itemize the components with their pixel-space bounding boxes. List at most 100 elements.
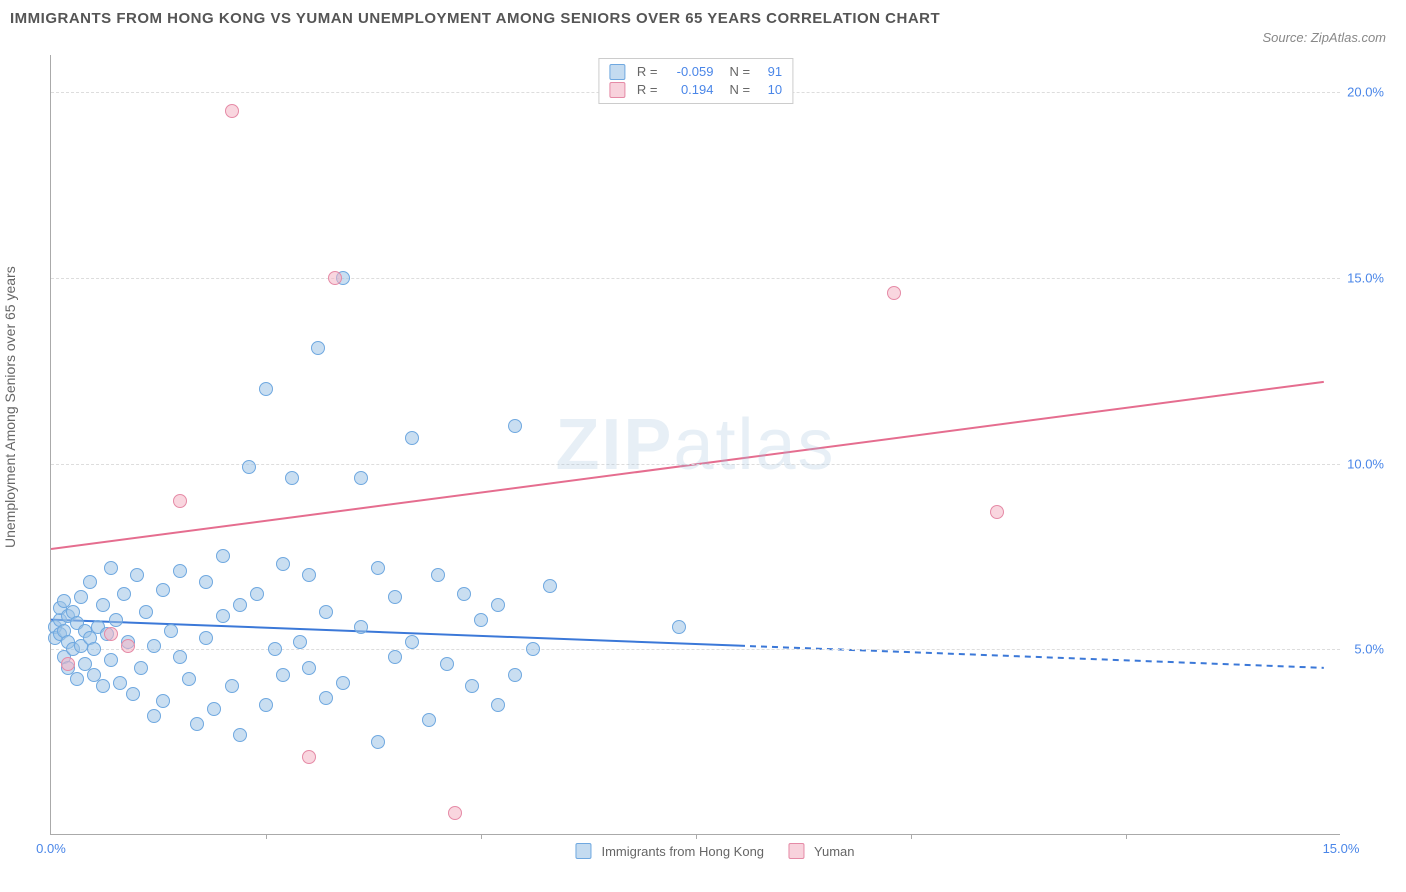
data-point-pink bbox=[121, 639, 135, 653]
data-point-blue bbox=[354, 471, 368, 485]
legend-item-pink: Yuman bbox=[788, 843, 854, 859]
legend-label-pink: Yuman bbox=[814, 844, 854, 859]
x-tick-mark bbox=[1126, 834, 1127, 839]
data-point-blue bbox=[109, 613, 123, 627]
r-value-blue: -0.059 bbox=[666, 63, 714, 81]
data-point-blue bbox=[259, 382, 273, 396]
data-point-blue bbox=[508, 668, 522, 682]
legend-item-blue: Immigrants from Hong Kong bbox=[575, 843, 764, 859]
legend-label-blue: Immigrants from Hong Kong bbox=[601, 844, 764, 859]
n-value-blue: 91 bbox=[758, 63, 782, 81]
source-label: Source: ZipAtlas.com bbox=[1262, 30, 1386, 45]
data-point-blue bbox=[508, 419, 522, 433]
chart-area: ZIPatlas R = -0.059 N = 91 R = 0.194 N =… bbox=[50, 55, 1380, 835]
y-tick-label: 10.0% bbox=[1347, 456, 1384, 471]
swatch-pink-icon bbox=[788, 843, 804, 859]
data-point-blue bbox=[96, 679, 110, 693]
y-axis-label: Unemployment Among Seniors over 65 years bbox=[2, 266, 18, 548]
data-point-blue bbox=[139, 605, 153, 619]
data-point-blue bbox=[207, 702, 221, 716]
data-point-pink bbox=[990, 505, 1004, 519]
data-point-blue bbox=[465, 679, 479, 693]
gridline bbox=[51, 278, 1340, 279]
n-value-pink: 10 bbox=[758, 81, 782, 99]
data-point-blue bbox=[491, 598, 505, 612]
swatch-blue-icon bbox=[575, 843, 591, 859]
data-point-blue bbox=[199, 575, 213, 589]
data-point-blue bbox=[70, 672, 84, 686]
plot-region: ZIPatlas R = -0.059 N = 91 R = 0.194 N =… bbox=[50, 55, 1340, 835]
data-point-blue bbox=[405, 431, 419, 445]
data-point-pink bbox=[448, 806, 462, 820]
data-point-blue bbox=[225, 679, 239, 693]
y-tick-label: 20.0% bbox=[1347, 85, 1384, 100]
r-value-pink: 0.194 bbox=[666, 81, 714, 99]
r-label: R = bbox=[637, 63, 658, 81]
data-point-blue bbox=[173, 650, 187, 664]
data-point-blue bbox=[491, 698, 505, 712]
data-point-blue bbox=[199, 631, 213, 645]
data-point-pink bbox=[302, 750, 316, 764]
data-point-blue bbox=[250, 587, 264, 601]
data-point-blue bbox=[233, 598, 247, 612]
x-tick-mark bbox=[911, 834, 912, 839]
data-point-blue bbox=[268, 642, 282, 656]
data-point-blue bbox=[156, 583, 170, 597]
data-point-blue bbox=[354, 620, 368, 634]
data-point-blue bbox=[302, 661, 316, 675]
data-point-pink bbox=[328, 271, 342, 285]
data-point-blue bbox=[74, 590, 88, 604]
x-tick-mark bbox=[696, 834, 697, 839]
data-point-blue bbox=[147, 639, 161, 653]
data-point-blue bbox=[113, 676, 127, 690]
data-point-blue bbox=[259, 698, 273, 712]
data-point-blue bbox=[388, 590, 402, 604]
data-point-blue bbox=[156, 694, 170, 708]
data-point-blue bbox=[130, 568, 144, 582]
watermark-light: atlas bbox=[673, 405, 835, 485]
data-point-blue bbox=[83, 575, 97, 589]
n-label: N = bbox=[730, 81, 751, 99]
watermark-bold: ZIP bbox=[555, 405, 673, 485]
data-point-blue bbox=[117, 587, 131, 601]
data-point-blue bbox=[293, 635, 307, 649]
data-point-blue bbox=[276, 668, 290, 682]
chart-title: IMMIGRANTS FROM HONG KONG VS YUMAN UNEMP… bbox=[10, 10, 940, 27]
watermark: ZIPatlas bbox=[555, 404, 835, 486]
data-point-blue bbox=[543, 579, 557, 593]
data-point-blue bbox=[336, 676, 350, 690]
data-point-blue bbox=[431, 568, 445, 582]
data-point-pink bbox=[173, 494, 187, 508]
data-point-blue bbox=[173, 564, 187, 578]
data-point-blue bbox=[126, 687, 140, 701]
swatch-pink-icon bbox=[609, 82, 625, 98]
data-point-blue bbox=[526, 642, 540, 656]
data-point-blue bbox=[134, 661, 148, 675]
data-point-blue bbox=[147, 709, 161, 723]
data-point-blue bbox=[242, 460, 256, 474]
data-point-blue bbox=[285, 471, 299, 485]
x-tick-label: 0.0% bbox=[36, 841, 66, 856]
data-point-blue bbox=[233, 728, 247, 742]
data-point-blue bbox=[405, 635, 419, 649]
data-point-blue bbox=[104, 653, 118, 667]
x-tick-label: 15.0% bbox=[1323, 841, 1360, 856]
data-point-blue bbox=[319, 691, 333, 705]
trendlines bbox=[51, 55, 1341, 835]
data-point-blue bbox=[371, 561, 385, 575]
legend-row-blue: R = -0.059 N = 91 bbox=[609, 63, 782, 81]
swatch-blue-icon bbox=[609, 64, 625, 80]
data-point-blue bbox=[422, 713, 436, 727]
data-point-blue bbox=[302, 568, 316, 582]
x-tick-mark bbox=[266, 834, 267, 839]
data-point-blue bbox=[474, 613, 488, 627]
data-point-pink bbox=[61, 657, 75, 671]
data-point-blue bbox=[87, 642, 101, 656]
legend-row-pink: R = 0.194 N = 10 bbox=[609, 81, 782, 99]
r-label: R = bbox=[637, 81, 658, 99]
data-point-blue bbox=[190, 717, 204, 731]
data-point-pink bbox=[225, 104, 239, 118]
y-tick-label: 5.0% bbox=[1354, 642, 1384, 657]
gridline bbox=[51, 649, 1340, 650]
data-point-blue bbox=[96, 598, 110, 612]
